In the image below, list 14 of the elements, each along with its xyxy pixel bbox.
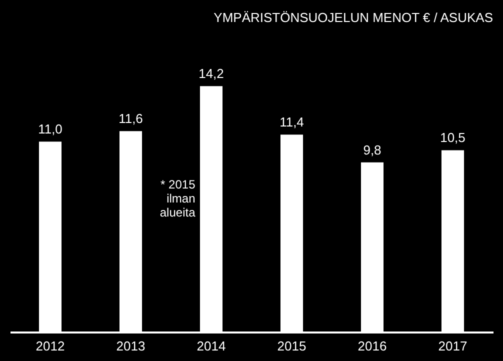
x-tick-label: 2017	[438, 338, 468, 354]
x-tick-label: 2015	[277, 338, 306, 354]
data-label: 11,6	[118, 111, 143, 126]
x-tick-label: 2016	[358, 338, 387, 354]
x-tick-label: 2014	[196, 338, 226, 354]
data-label: 14,2	[198, 66, 224, 82]
x-tick-label: 2012	[36, 338, 65, 354]
x-tick-label: 2013	[116, 338, 146, 354]
data-label: 11,4	[280, 114, 304, 130]
data-label: 11,0	[38, 122, 62, 137]
chart-title: YMPÄRISTÖNSUOJELUN MENOT € / ASUKAS	[214, 10, 494, 25]
annotation: * 2015 ilman alueita	[160, 178, 196, 220]
data-label: 10,5	[440, 130, 466, 146]
data-label: 9,8	[363, 142, 382, 158]
